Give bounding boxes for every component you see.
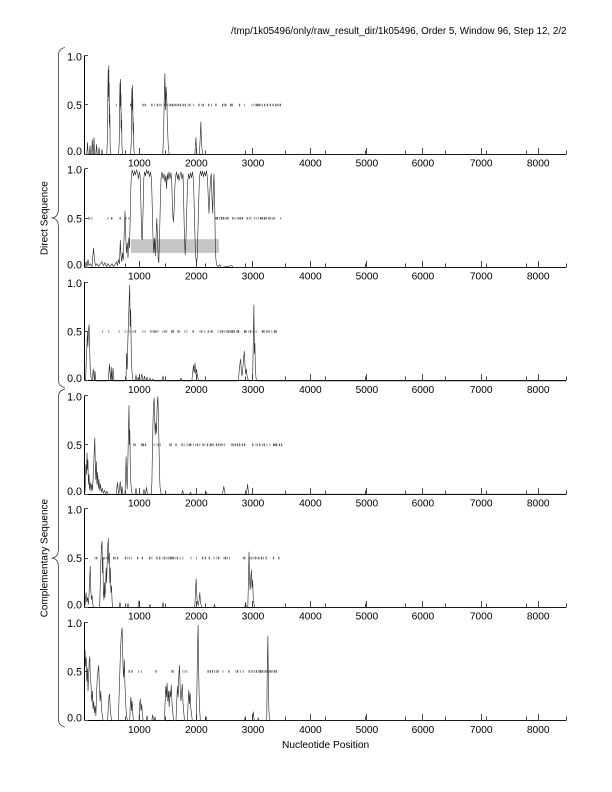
svg-text:7000: 7000 [470, 385, 493, 396]
svg-text:0.5: 0.5 [67, 327, 82, 339]
svg-text:1.0: 1.0 [67, 505, 82, 517]
svg-text:0.0: 0.0 [67, 599, 82, 611]
svg-text:8000: 8000 [527, 498, 550, 509]
svg-text:5000: 5000 [356, 725, 379, 736]
svg-text:3000: 3000 [242, 725, 265, 736]
svg-text:1000: 1000 [128, 612, 151, 623]
svg-text:4000: 4000 [299, 725, 322, 736]
svg-text:1.0: 1.0 [67, 278, 82, 290]
svg-text:2000: 2000 [185, 498, 208, 509]
svg-text:8000: 8000 [527, 385, 550, 396]
svg-text:0.5: 0.5 [67, 213, 82, 225]
svg-text:0.5: 0.5 [67, 666, 82, 678]
svg-text:3000: 3000 [242, 158, 265, 169]
svg-text:1.0: 1.0 [67, 51, 82, 63]
svg-text:1000: 1000 [128, 498, 151, 509]
svg-text:Nucleotide Position: Nucleotide Position [282, 740, 369, 751]
svg-text:5000: 5000 [356, 612, 379, 623]
svg-text:7000: 7000 [470, 272, 493, 283]
svg-text:2000: 2000 [185, 272, 208, 283]
svg-text:0.5: 0.5 [67, 553, 82, 565]
svg-text:5000: 5000 [356, 272, 379, 283]
svg-text:/tmp/1k05496/only/raw_result_d: /tmp/1k05496/only/raw_result_dir/1k05496… [231, 26, 566, 37]
svg-text:2000: 2000 [185, 385, 208, 396]
svg-text:5000: 5000 [356, 498, 379, 509]
svg-text:1.0: 1.0 [67, 165, 82, 177]
svg-text:8000: 8000 [527, 725, 550, 736]
svg-text:0.0: 0.0 [67, 373, 82, 385]
svg-text:0.0: 0.0 [67, 260, 82, 272]
svg-text:1000: 1000 [128, 725, 151, 736]
svg-text:6000: 6000 [412, 498, 435, 509]
svg-text:8000: 8000 [527, 272, 550, 283]
svg-text:6000: 6000 [412, 385, 435, 396]
svg-text:0.5: 0.5 [67, 100, 82, 112]
svg-text:2000: 2000 [185, 158, 208, 169]
svg-text:Direct Sequence: Direct Sequence [40, 181, 51, 255]
svg-text:5000: 5000 [356, 158, 379, 169]
svg-text:0.0: 0.0 [67, 146, 82, 158]
svg-text:4000: 4000 [299, 498, 322, 509]
svg-text:6000: 6000 [412, 725, 435, 736]
svg-text:7000: 7000 [470, 725, 493, 736]
svg-text:2000: 2000 [185, 612, 208, 623]
svg-text:3000: 3000 [242, 272, 265, 283]
svg-text:8000: 8000 [527, 158, 550, 169]
svg-text:8000: 8000 [527, 612, 550, 623]
svg-text:3000: 3000 [242, 612, 265, 623]
svg-text:3000: 3000 [242, 385, 265, 396]
svg-text:7000: 7000 [470, 612, 493, 623]
svg-text:1000: 1000 [128, 385, 151, 396]
svg-text:4000: 4000 [299, 385, 322, 396]
svg-text:0.5: 0.5 [67, 440, 82, 452]
svg-text:1.0: 1.0 [67, 618, 82, 630]
svg-text:7000: 7000 [470, 158, 493, 169]
svg-text:Complementary Sequence: Complementary Sequence [40, 498, 51, 617]
svg-text:1.0: 1.0 [67, 391, 82, 403]
svg-text:1000: 1000 [128, 272, 151, 283]
svg-text:4000: 4000 [299, 158, 322, 169]
svg-text:1000: 1000 [128, 158, 151, 169]
svg-text:4000: 4000 [299, 612, 322, 623]
svg-text:6000: 6000 [412, 612, 435, 623]
svg-text:0.0: 0.0 [67, 486, 82, 498]
svg-text:3000: 3000 [242, 498, 265, 509]
svg-text:5000: 5000 [356, 385, 379, 396]
svg-text:0.0: 0.0 [67, 713, 82, 725]
svg-text:4000: 4000 [299, 272, 322, 283]
svg-text:7000: 7000 [470, 498, 493, 509]
svg-text:6000: 6000 [412, 272, 435, 283]
svg-text:2000: 2000 [185, 725, 208, 736]
svg-text:6000: 6000 [412, 158, 435, 169]
